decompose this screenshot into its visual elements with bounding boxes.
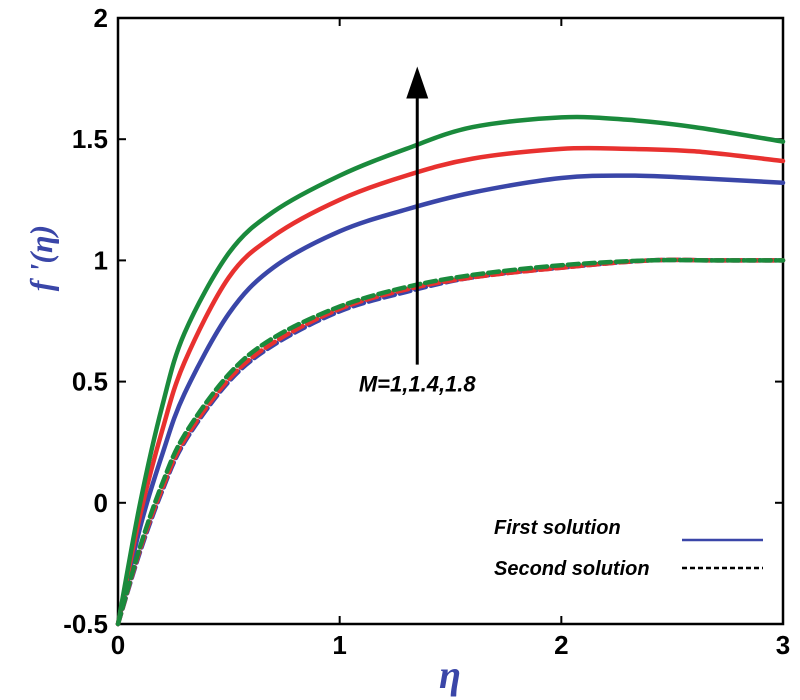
y-axis-label: f '(η) <box>23 225 59 291</box>
series-lines <box>115 114 786 627</box>
annotation-text: M=1,1.4,1.8 <box>359 372 477 397</box>
plot-area <box>116 16 785 626</box>
annotation-arrowhead <box>406 66 429 99</box>
y-tick-label: 2 <box>94 3 108 33</box>
x-axis-label: η <box>439 652 461 697</box>
y-tick-label: 1.5 <box>72 124 108 154</box>
series-line-first-solution-2 <box>115 114 786 627</box>
annotation: M=1,1.4,1.8 <box>359 66 477 397</box>
y-tick-label: 0 <box>94 488 108 518</box>
series-line-first-solution-1 <box>115 145 786 627</box>
y-tick-label: -0.5 <box>63 609 108 639</box>
y-ticks: -0.5 0 0.5 1 1.5 2 <box>63 3 783 639</box>
x-tick-label: 2 <box>554 630 568 660</box>
series-line-second-solution-5 <box>115 257 786 627</box>
legend: First solution Second solution <box>494 517 763 580</box>
x-tick-label: 0 <box>111 630 125 660</box>
x-ticks: 0 1 2 3 <box>111 18 790 660</box>
legend-label-first-solution: First solution <box>494 517 621 539</box>
x-tick-label: 1 <box>332 630 346 660</box>
x-tick-label: 3 <box>776 630 790 660</box>
y-tick-label: 0.5 <box>72 367 108 397</box>
y-tick-label: 1 <box>94 245 108 275</box>
legend-label-second-solution: Second solution <box>494 558 650 580</box>
series-line-first-solution-0 <box>115 173 786 627</box>
